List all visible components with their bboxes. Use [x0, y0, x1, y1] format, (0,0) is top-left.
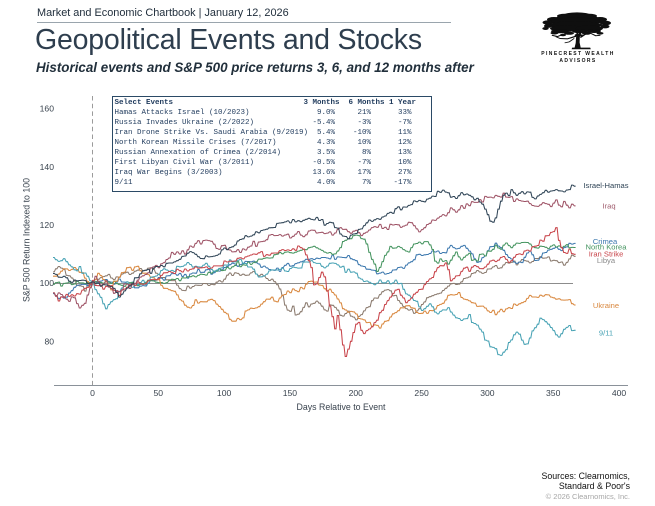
svg-text:200: 200: [349, 388, 364, 398]
svg-text:400: 400: [612, 388, 627, 398]
svg-text:Iran Strike: Iran Strike: [589, 250, 624, 259]
svg-text:Crimea: Crimea: [593, 237, 618, 246]
svg-text:S&P 500 Return Indexed to 100: S&P 500 Return Indexed to 100: [22, 178, 32, 302]
svg-text:160: 160: [40, 104, 55, 114]
svg-text:Libya: Libya: [597, 256, 616, 265]
svg-text:9/11: 9/11: [599, 328, 613, 337]
svg-text:100: 100: [217, 388, 232, 398]
svg-text:120: 120: [40, 220, 55, 230]
svg-text:300: 300: [480, 388, 495, 398]
svg-text:140: 140: [40, 162, 55, 172]
svg-text:80: 80: [44, 336, 54, 346]
svg-text:0: 0: [90, 388, 95, 398]
svg-text:100: 100: [40, 278, 55, 288]
svg-text:Days Relative to Event: Days Relative to Event: [297, 402, 387, 412]
svg-text:250: 250: [414, 388, 429, 398]
svg-text:350: 350: [546, 388, 561, 398]
svg-text:Ukraine: Ukraine: [593, 301, 619, 310]
svg-text:Israel-Hamas: Israel-Hamas: [583, 181, 628, 190]
svg-text:50: 50: [154, 388, 164, 398]
svg-text:Iraq: Iraq: [602, 202, 615, 211]
svg-text:North Korea: North Korea: [586, 243, 628, 252]
svg-text:150: 150: [283, 388, 298, 398]
